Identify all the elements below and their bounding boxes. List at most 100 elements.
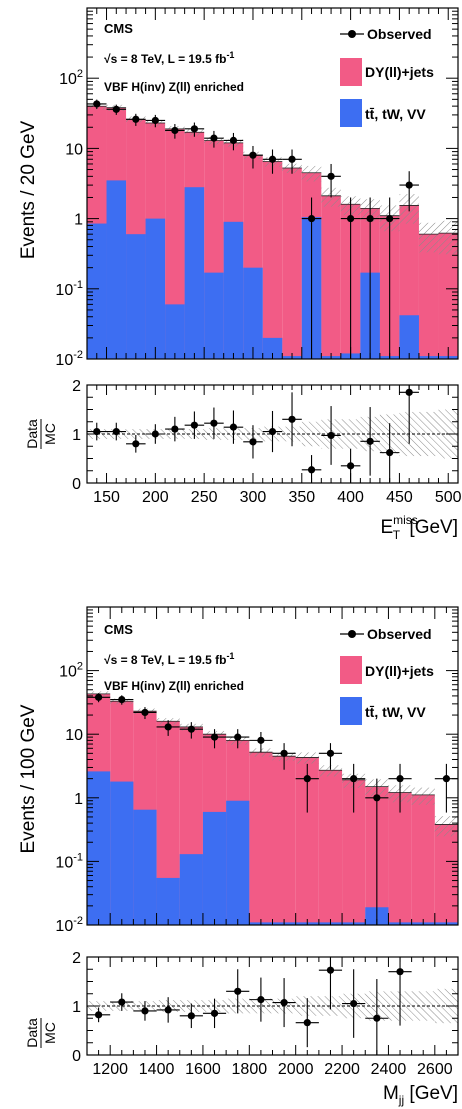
stack-area (87, 691, 458, 925)
legend-dy-swatch-2 (340, 656, 362, 684)
ratio-y-tick-label: 2 (72, 378, 81, 395)
observed-point (373, 794, 381, 802)
observed-point (280, 749, 288, 757)
mc-uncertainty-band (295, 752, 319, 764)
mjj-panel: 10-2 10-1 1 10 102 0 1 2 1200 1400 1600 1800 2000 22… (18, 606, 459, 1107)
observed-point (366, 215, 374, 223)
y-tick-label: 10-2 (55, 349, 83, 369)
observed-point (249, 151, 257, 159)
ratio-point (151, 430, 159, 438)
ratio-point (187, 1012, 195, 1020)
dy-bar (321, 195, 341, 359)
tt-bar (179, 854, 203, 925)
ratio-point (347, 462, 355, 470)
y-tick-label: 10 (65, 141, 83, 158)
dy-bar (249, 752, 273, 925)
x-tick-label: 200 (142, 489, 169, 506)
legend-observed-marker (348, 30, 356, 38)
dy-bar (262, 161, 283, 359)
region-label: VBF H(inv) Z(ll) enriched (104, 80, 244, 94)
mjj-ratio-axis-title: Data MC (24, 1018, 58, 1048)
mjj-ratio-plot: 0 1 2 1200 1400 1600 1800 2000 2200 2400 2600 (72, 950, 459, 1078)
ratio-point (94, 1011, 103, 1019)
energy-lumi-label: √s = 8 TeV, L = 19.5 fb-1 (104, 50, 234, 66)
observed-point (327, 172, 335, 180)
x-tick-label: 1400 (139, 1061, 175, 1078)
observed-point (234, 733, 242, 741)
ratio-point (171, 425, 179, 433)
tt-bar (145, 218, 166, 359)
ratio-label-data: Data (24, 419, 40, 449)
ratio-y-tick-label: 0 (72, 476, 81, 493)
ratio-point (132, 440, 140, 448)
tt-bar (126, 234, 146, 359)
legend-tt-label-2: tt̄, tW, VV (365, 704, 426, 720)
tt-bar (223, 221, 244, 359)
observed-point (350, 775, 358, 783)
dy-bar (438, 233, 458, 359)
tt-bar (226, 800, 250, 925)
dy-bar (282, 167, 302, 359)
y-tick-label: 1 (74, 791, 83, 808)
dy-bar (342, 779, 366, 925)
legend-tt-swatch (340, 99, 362, 127)
ratio-label-mc-2: MC (42, 1022, 58, 1044)
x-tick-label: 150 (93, 489, 120, 506)
tt-bar (202, 811, 227, 925)
tt-bar (243, 267, 263, 359)
dy-bar (165, 128, 185, 359)
tt-bar (87, 223, 107, 359)
ratio-label-data-2: Data (24, 1018, 40, 1048)
ratio-label-mc: MC (42, 423, 58, 445)
dy-bar (272, 756, 296, 925)
legend-dy-label: DY(ll)+jets (365, 64, 434, 80)
mc-uncertainty-band (318, 765, 343, 777)
x-tick-label: 350 (288, 489, 315, 506)
tt-bar (204, 272, 224, 359)
tt-bar (133, 809, 157, 925)
y-tick-label: 102 (59, 661, 83, 681)
observed-point (307, 215, 316, 223)
x-tick-label: 400 (337, 489, 364, 506)
x-tick-label: 2400 (371, 1061, 407, 1078)
ratio-point (373, 1014, 381, 1022)
observed-point (257, 736, 265, 744)
legend-tt-label: tt̄, tW, VV (365, 106, 426, 122)
legend-tt-swatch-2 (340, 697, 362, 725)
cms-label: CMS (104, 21, 133, 36)
mc-uncertainty-band (434, 816, 458, 837)
ratio-point (112, 427, 120, 436)
ratio-point (386, 449, 394, 457)
x-tick-label: 450 (386, 489, 413, 506)
ratio-point (280, 998, 288, 1007)
met-ratio-plot: 0 1 2 150 200 250 300 350 400 450 500 (72, 378, 462, 506)
tt-bar (184, 187, 205, 359)
mjj-x-axis-title: Mjj [GeV] (383, 1083, 458, 1107)
x-tick-label: 300 (240, 489, 267, 506)
observed-point (210, 733, 219, 741)
observed-point (151, 116, 159, 125)
observed-point (118, 695, 126, 704)
ratio-point (210, 1009, 219, 1017)
observed-point (93, 100, 101, 108)
observed-point (210, 134, 218, 142)
tt-bar (399, 315, 419, 359)
legend-dy-label-2: DY(ll)+jets (365, 663, 434, 679)
observed-point (288, 155, 296, 163)
met-legend: Observed DY(ll)+jets tt̄, tW, VV (340, 26, 434, 127)
observed-point (326, 749, 335, 757)
observed-point (405, 181, 413, 189)
tt-bar (156, 877, 180, 925)
legend-dy-swatch (340, 58, 362, 86)
observed-point (132, 115, 140, 123)
tt-bar (165, 304, 185, 359)
y-tick-label: 10 (65, 727, 83, 744)
observed-point (396, 775, 404, 783)
tt-bar (110, 781, 134, 925)
ratio-point (350, 999, 358, 1008)
met-x-axis-title: Emiss T [GeV] (380, 513, 458, 542)
tt-bar (106, 180, 127, 359)
ratio-y-tick-label: 1 (72, 427, 81, 444)
met-main-plot: 10-2 10-1 1 10 102 (55, 7, 459, 369)
x-tick-label: 1800 (232, 1061, 268, 1078)
